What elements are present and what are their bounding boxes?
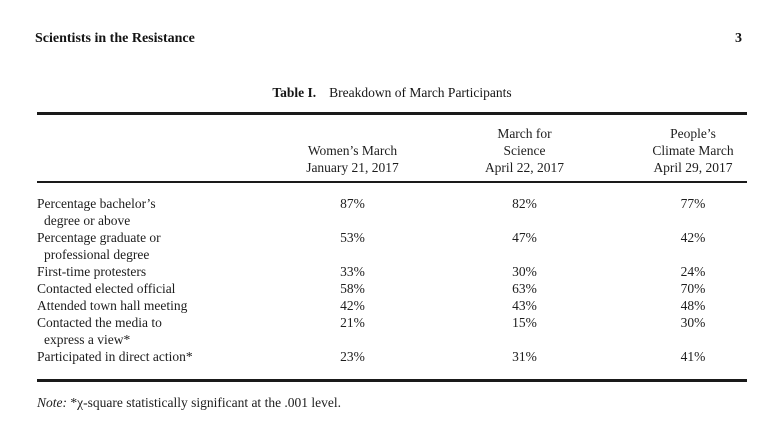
table-row: Percentage bachelor’s degree or above 87…	[37, 182, 747, 229]
cell-value: 53%	[340, 230, 365, 245]
table-title-text: Breakdown of March Participants	[329, 85, 512, 100]
table-note: Note: *χ-square statistically significan…	[37, 394, 769, 411]
table-row: Participated in direct action* 23% 31% 4…	[37, 348, 747, 381]
row-label: Contacted the media to express a view*	[37, 315, 162, 347]
note-label: Note:	[37, 395, 67, 410]
cell-value: 30%	[512, 264, 537, 279]
row-label: Attended town hall meeting	[37, 298, 188, 313]
cell-value: 63%	[512, 281, 537, 296]
note-text: *χ-square statistically significant at t…	[67, 395, 342, 410]
table-row: Percentage graduate or professional degr…	[37, 229, 747, 263]
table-row: Attended town hall meeting 42% 43% 48%	[37, 297, 747, 314]
cell-value: 70%	[680, 281, 706, 296]
row-label: Contacted elected official	[37, 281, 176, 296]
cell-value: 33%	[340, 264, 365, 279]
running-head-title: Scientists in the Resistance	[35, 31, 195, 46]
table-number-label: Table I.	[272, 85, 317, 100]
column-header-march-for-science: March for Science April 22, 2017	[442, 113, 607, 183]
table-row: First-time protesters 33% 30% 24%	[37, 263, 747, 280]
page-number: 3	[735, 31, 742, 46]
table-header-row: Women’s March January 21, 2017 March for…	[37, 113, 747, 183]
table-title: Table I. Breakdown of March Participants	[37, 84, 747, 101]
cell-value: 41%	[680, 349, 706, 364]
march-participants-table: Women’s March January 21, 2017 March for…	[37, 112, 747, 382]
row-label: Percentage bachelor’s degree or above	[37, 196, 156, 228]
cell-value: 30%	[680, 315, 706, 330]
row-label: Participated in direct action*	[37, 349, 193, 364]
cell-value: 42%	[340, 298, 365, 313]
cell-value: 31%	[512, 349, 537, 364]
table-row: Contacted the media to express a view* 2…	[37, 314, 747, 348]
cell-value: 21%	[340, 315, 365, 330]
column-header-peoples-climate-march: People’s Climate March April 29, 2017	[607, 113, 747, 183]
cell-value: 77%	[680, 196, 706, 211]
column-header-womens-march: Women’s March January 21, 2017	[277, 113, 442, 183]
cell-value: 47%	[512, 230, 537, 245]
row-label: Percentage graduate or professional degr…	[37, 230, 161, 262]
running-head: Scientists in the Resistance 3	[0, 0, 769, 47]
row-label: First-time protesters	[37, 264, 147, 279]
cell-value: 15%	[512, 315, 537, 330]
cell-value: 58%	[340, 281, 365, 296]
cell-value: 48%	[680, 298, 706, 313]
column-header-empty	[37, 113, 277, 183]
cell-value: 42%	[680, 230, 706, 245]
cell-value: 43%	[512, 298, 537, 313]
cell-value: 23%	[340, 349, 365, 364]
cell-value: 87%	[340, 196, 365, 211]
table-row: Contacted elected official 58% 63% 70%	[37, 280, 747, 297]
cell-value: 24%	[680, 264, 706, 279]
cell-value: 82%	[512, 196, 537, 211]
